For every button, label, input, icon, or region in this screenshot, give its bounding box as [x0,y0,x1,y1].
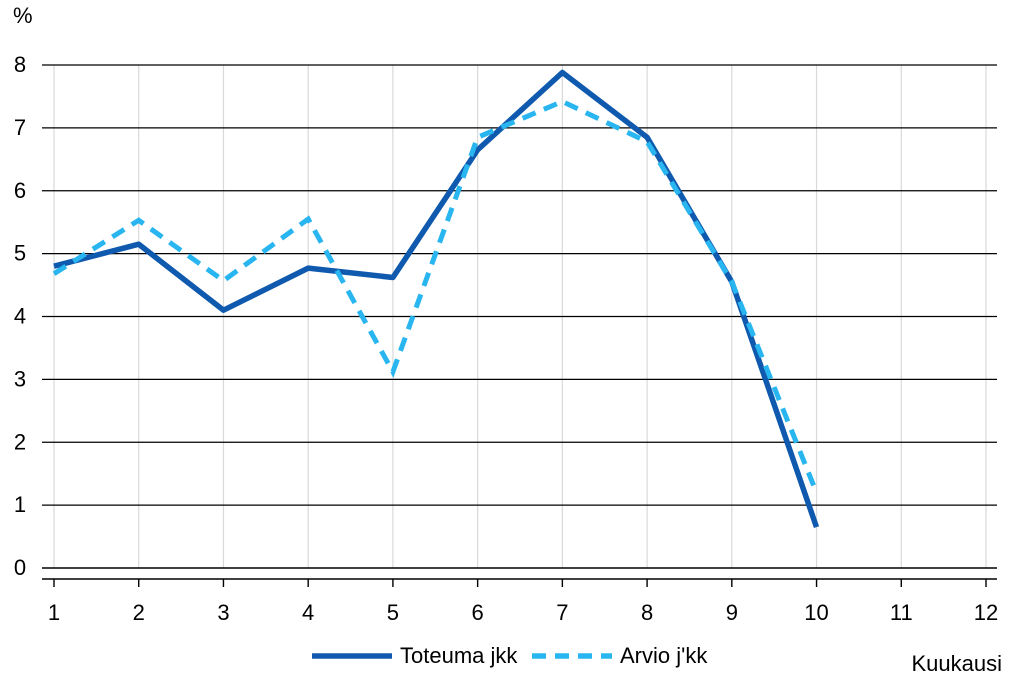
y-tick-label-0: 0 [14,555,26,580]
y-tick-label-6: 6 [14,178,26,203]
x-tick-label-9: 9 [726,600,738,625]
series-line-toteuma [53,69,820,528]
x-axis-label: Kuukausi [911,651,1002,675]
x-tick-label-5: 5 [387,600,399,625]
x-tick-label-10: 10 [804,600,828,625]
legend-label-toteuma: Toteuma jkk [400,643,518,668]
x-tick-label-6: 6 [472,600,484,625]
y-tick-label-8: 8 [14,52,26,77]
x-tick-label-2: 2 [133,600,145,625]
x-tick-label-8: 8 [641,600,653,625]
legend-label-arvio: Arvio j'kk [620,643,708,668]
series-lines [52,69,820,528]
grid-lines [42,64,997,568]
x-tick-label-3: 3 [217,600,229,625]
x-tick-label-11: 11 [890,600,913,625]
x-tick-label-7: 7 [556,600,568,625]
x-tick-label-12: 12 [974,600,998,625]
series-line-arvio [52,98,819,494]
x-tick-label-1: 1 [48,600,60,625]
y-tick-label-5: 5 [14,241,26,266]
y-tick-label-2: 2 [14,429,26,454]
legend: Toteuma jkk Arvio j'kk [312,643,708,668]
y-tick-label-1: 1 [14,492,26,517]
y-tick-label-3: 3 [14,366,26,391]
y-tick-label-7: 7 [14,115,26,140]
y-tick-label-4: 4 [14,304,26,329]
x-tick-label-4: 4 [302,600,314,625]
y-axis-label: % [13,3,33,28]
axes [42,567,997,587]
